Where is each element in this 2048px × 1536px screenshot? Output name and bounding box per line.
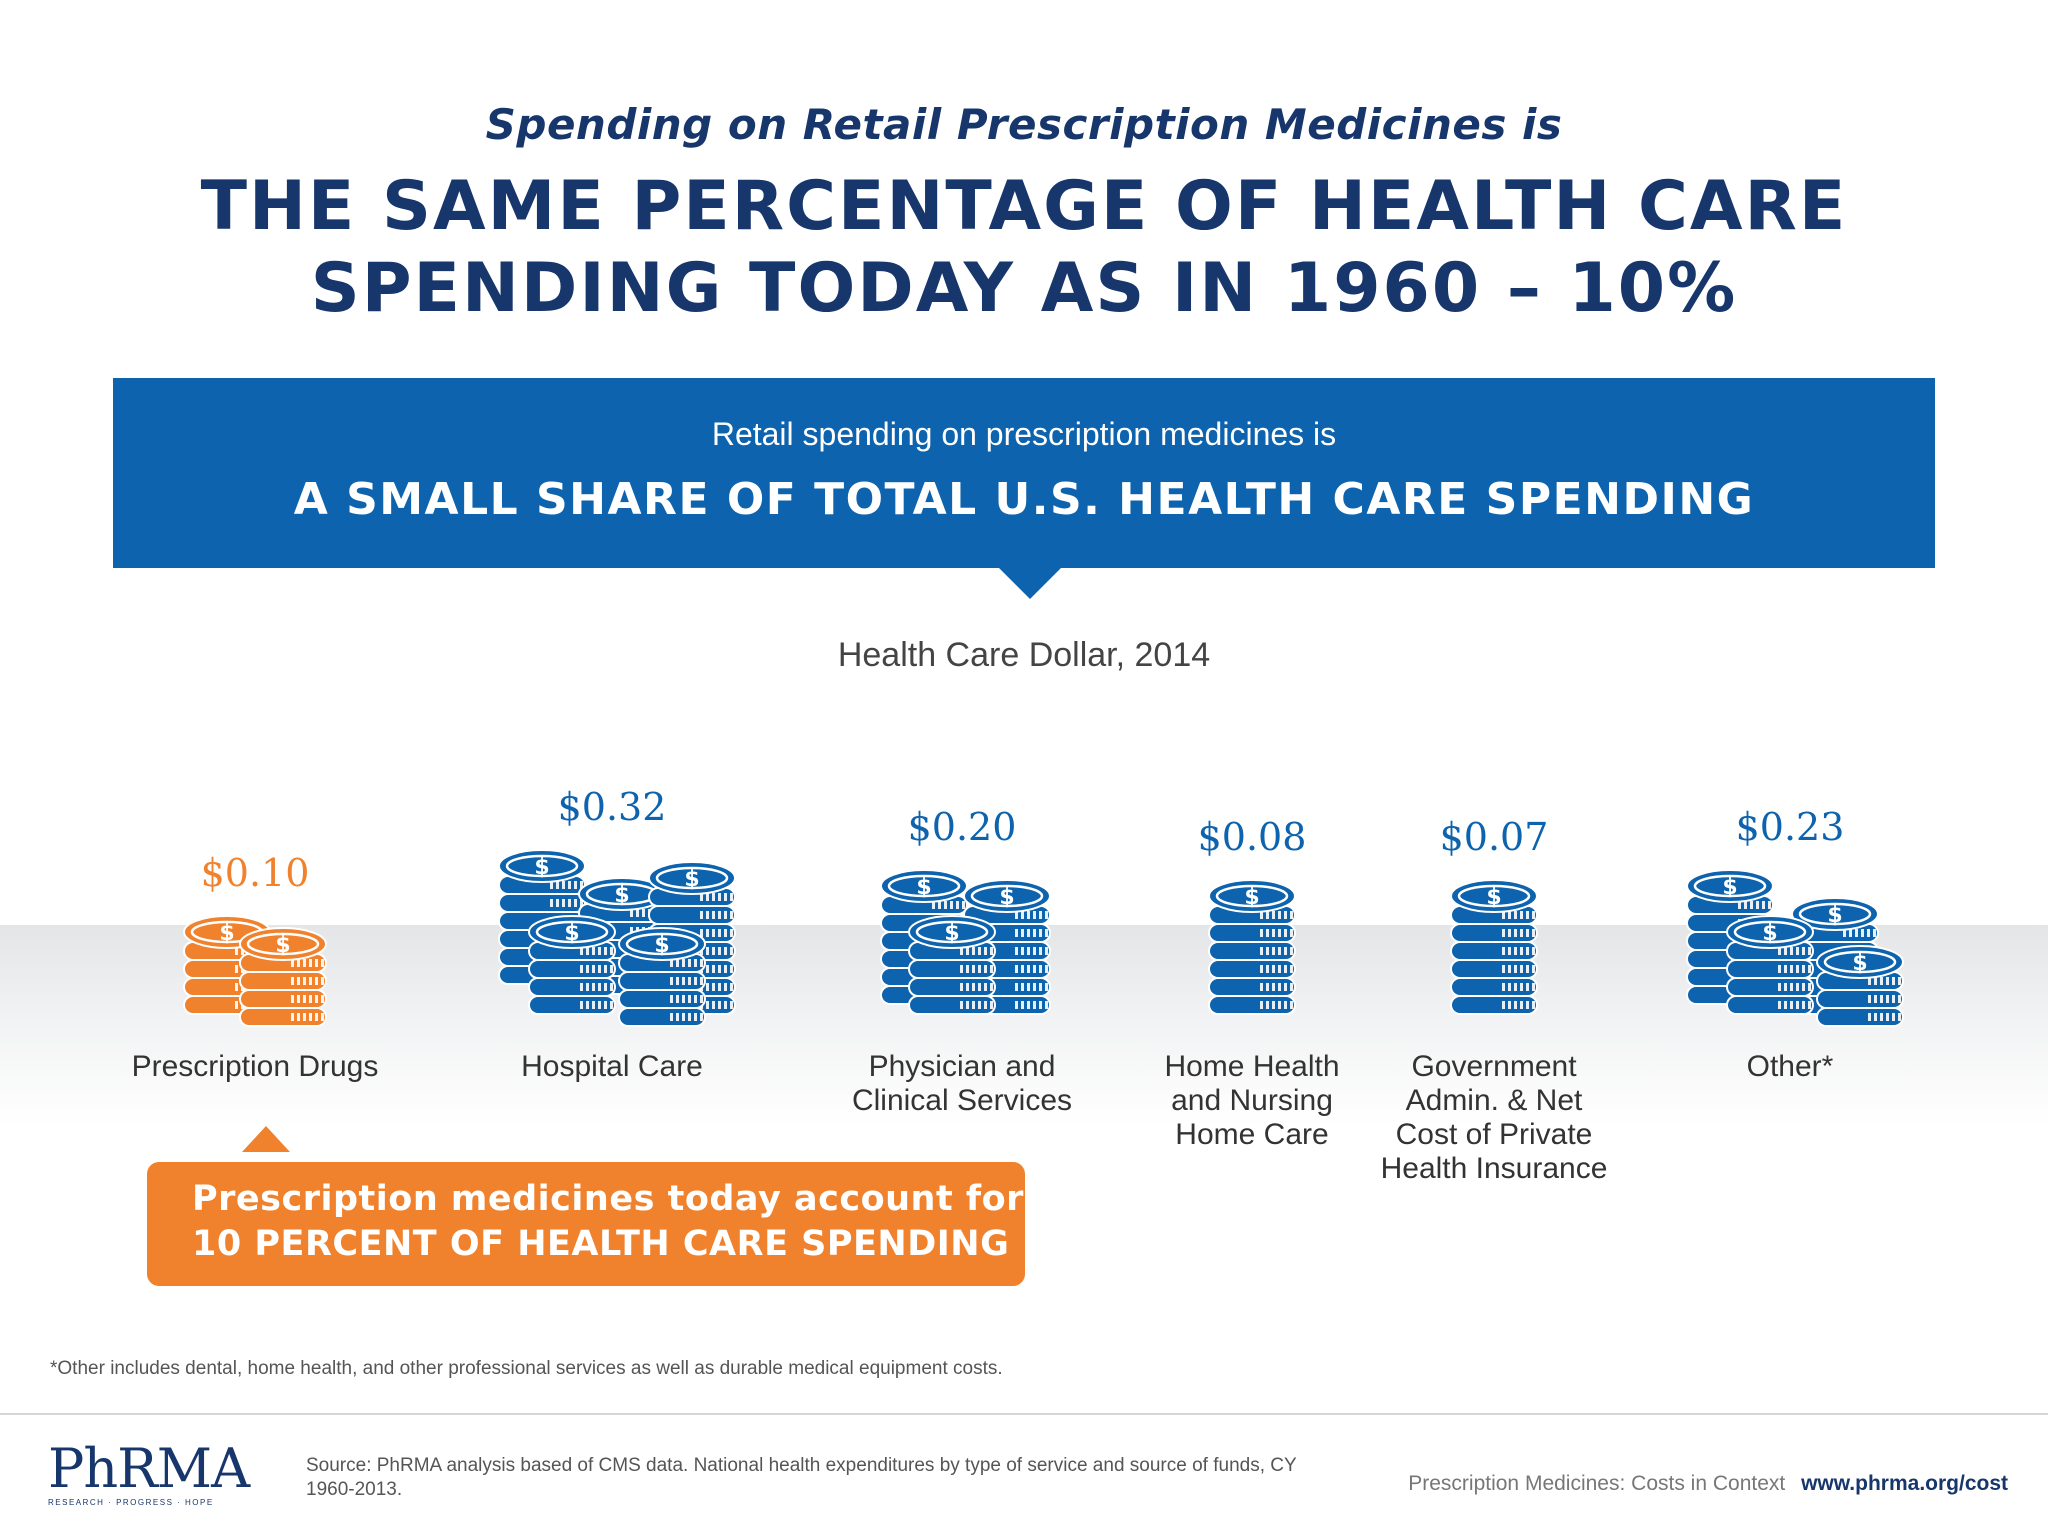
coin-group-0: $ $ [183,915,327,1027]
category-label-3: Home Health and Nursing Home Care [1164,1050,1340,1151]
dollar-sign-icon: $ [564,921,579,946]
coin-group-1: $ $ $ $ $ [498,849,736,1027]
callout-pointer [242,1126,290,1152]
headline-line-2: SPENDING TODAY AS IN 1960 – 10% [310,249,1738,328]
coin-stack-4-0: $ [1450,879,1538,1015]
dollar-sign-icon: $ [534,855,549,880]
footer-url-link[interactable]: www.phrma.org/cost [1801,1472,2008,1495]
dollar-sign-icon: $ [1722,875,1737,900]
coin-stack-3-0: $ [1208,879,1296,1015]
dollar-sign-icon: $ [1486,885,1501,910]
dollar-sign-icon: $ [916,875,931,900]
phrma-logo: PhRMA RESEARCH · PROGRESS · HOPE [48,1437,250,1508]
coin-group-5: $ $ $ $ [1686,869,1904,1027]
headline: THE SAME PERCENTAGE OF HEALTH CARE SPEND… [0,166,2048,330]
dollar-sign-icon: $ [275,933,290,958]
dollar-sign-icon: $ [1244,885,1259,910]
callout-line-2: 10 PERCENT OF HEALTH CARE SPENDING [192,1224,1010,1264]
coin-stack-1-2: $ [528,915,616,1015]
banner-small-text: Retail spending on prescription medicine… [711,416,1337,452]
coin-group-2: $ $ $ [880,869,1051,1015]
logo-wordmark: PhRMA [48,1437,250,1500]
banner-pointer [998,567,1062,599]
headline-line-1: THE SAME PERCENTAGE OF HEALTH CARE [200,167,1848,246]
dollar-sign-icon: $ [999,885,1014,910]
coin-stack-2-2: $ [908,915,996,1015]
category-label-0: Prescription Drugs [131,1050,379,1083]
banner-big-text: A SMALL SHARE OF TOTAL U.S. HEALTH CARE … [293,474,1755,525]
coin-stack-5-3: $ [1816,945,1904,1027]
value-label-1: $0.32 [558,785,667,829]
coin-stack-0-1: $ [239,927,327,1027]
category-label-2: Physician and Clinical Services [851,1050,1073,1117]
category-label-1: Hospital Care [521,1050,703,1083]
dollar-sign-icon: $ [1827,903,1842,928]
subtitle: Spending on Retail Prescription Medicine… [485,100,1563,149]
coin-stack-1-4: $ [618,927,706,1027]
dollar-sign-icon: $ [219,921,234,946]
callout-line-1: Prescription medicines today account for… [192,1179,1114,1219]
footer-right: Prescription Medicines: Costs in Context… [1408,1472,2008,1496]
value-label-0: $0.10 [201,851,310,895]
dollar-sign-icon: $ [1852,951,1867,976]
source-note: Source: PhRMA analysis based of CMS data… [306,1455,1297,1500]
footer-tagline: Prescription Medicines: Costs in Context [1408,1472,1786,1495]
category-label-4: Government Admin. & Net Cost of Private … [1380,1050,1608,1185]
value-label-4: $0.07 [1440,815,1549,859]
coin-stack-chart: $ $$$$$ $$ $$$ $ $$$$ $0.10$0.32 $0.20 $0.08 $0.… [183,785,1904,1027]
chart-title: Health Care Dollar, 2014 [837,636,1211,674]
dollar-sign-icon: $ [654,933,669,958]
banner: Retail spending on prescription medicine… [113,378,1935,568]
dollar-sign-icon: $ [614,883,629,908]
footnote: *Other includes dental, home health, and… [50,1358,1003,1379]
value-label-5: $0.23 [1736,805,1845,849]
value-label-3: $0.08 [1198,815,1307,859]
logo-tagline: RESEARCH · PROGRESS · HOPE [48,1498,214,1507]
callout-box: Prescription medicines today account for… [147,1162,1113,1286]
dollar-sign-icon: $ [1762,921,1777,946]
dollar-sign-icon: $ [684,867,699,892]
coin-stack-5-2: $ [1726,915,1814,1015]
footer-divider [0,1413,2048,1415]
category-label-5: Other* [1746,1050,1834,1083]
coin-group-4: $ [1450,879,1538,1015]
dollar-sign-icon: $ [944,921,959,946]
coin-group-3: $ [1208,879,1296,1015]
value-label-2: $0.20 [908,805,1017,849]
